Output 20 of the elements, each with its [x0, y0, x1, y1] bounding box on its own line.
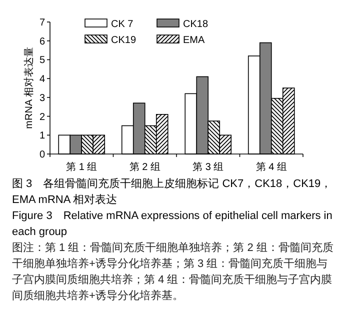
y-tick-label: 7: [39, 18, 46, 28]
y-tick-label: 6: [39, 36, 46, 48]
y-tick-label: 5: [39, 55, 46, 66]
legend-label: CK18: [183, 19, 208, 30]
x-tick-label: 第 4 组: [256, 161, 287, 173]
y-tick-label: 4: [39, 74, 46, 86]
y-tick-label: 1: [39, 130, 46, 142]
x-tick-label: 第 3 组: [192, 161, 224, 173]
x-tick-label: 第 1 组: [66, 161, 98, 173]
legend-label: CK 7: [111, 19, 134, 30]
text: 图注：第 1 组：骨髓间充质干细胞单独培养；第 2 组：骨髓间充质干细胞单独培养+诱导分化培养基；第 3 组：骨髓间充质干细胞与子宫内膜间质细胞共培养；第 4 组：骨髓间充质干细胞与子宫内膜间质细胞共培养+诱导分化培养基。: [12, 240, 334, 304]
legend-label: CK19: [111, 35, 136, 46]
text: 图 3 各组骨髓间充质干细胞上皮细胞标记 CK7，CK18，CK19，EMA mRNA 相对表达: [12, 177, 333, 208]
y-tick-label: 0: [39, 150, 46, 160]
y-tick-label: 3: [39, 92, 46, 104]
legend-label: EMA: [183, 35, 205, 46]
y-tick-label: 2: [39, 112, 46, 123]
y-axis-title: mRNA 相对表达量: [23, 47, 35, 129]
text: Figure 3 Relative mRNA expressions of epithelial cell markers in each group: [12, 209, 334, 240]
x-tick-label: 第 2 组: [129, 161, 160, 173]
